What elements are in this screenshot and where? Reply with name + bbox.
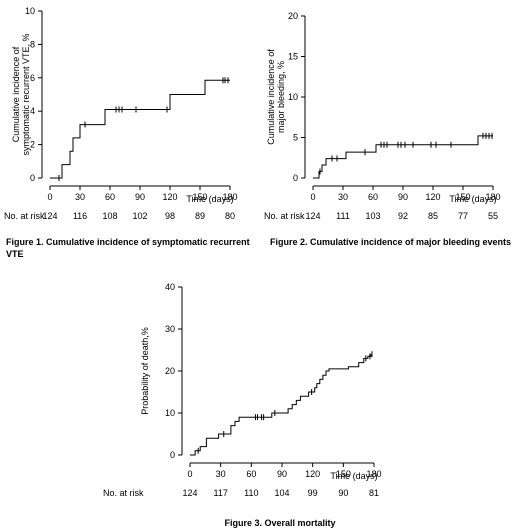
figure-1-at-risk-label: No. at risk: [4, 211, 45, 221]
figure-2-x-tick-label: 180: [485, 192, 500, 202]
figure-1-caption: Figure 1. Cumulative incidence of sympto…: [6, 237, 250, 259]
figure-2-survival-step-line: [313, 135, 493, 179]
figure-1-y-axis-label: symptomatic recurrent VTE, %: [21, 33, 31, 155]
figure-3-x-tick-label: 150: [336, 469, 351, 479]
figure-1-chart: 0 2 4 6 8 10 0 124 30 116 60 108 90 102 120 98 150 89 180 8…: [4, 6, 238, 221]
figure-1-y-axis-label: Cumulative incidence of: [11, 46, 21, 142]
figure-2-x-tick-label: 60: [368, 192, 378, 202]
figure-3-at-risk-value: 104: [274, 488, 289, 498]
figure-3-x-tick-label: 30: [216, 469, 226, 479]
figure-3-y-tick-label: 0: [170, 450, 175, 460]
figure-3-y-tick-label: 20: [165, 366, 175, 376]
figure-1-at-risk-value: 102: [132, 211, 147, 221]
figure-3-x-tick-label: 120: [305, 469, 320, 479]
figure-1-x-tick-label: 90: [135, 192, 145, 202]
figure-3-chart: 0 10 20 30 40 0 124 30 117 60 110 90 104 120 99 150 90 18…: [103, 282, 382, 498]
figure-2-at-risk-value: 103: [365, 211, 380, 221]
figure-3-at-risk-value: 117: [213, 488, 227, 498]
figure-1-x-tick-label: 150: [192, 192, 207, 202]
figure-1-at-risk-value: 89: [195, 211, 205, 221]
figure-3-x-tick-label: 60: [246, 469, 256, 479]
figure-3-y-tick-label: 40: [165, 282, 175, 292]
figure-2-x-tick-label: 90: [398, 192, 408, 202]
figure-3-x-tick-label: 180: [366, 469, 381, 479]
figure-1-at-risk-value: 124: [42, 211, 57, 221]
figure-1-x-tick-label: 120: [162, 192, 177, 202]
figure-1-x-tick-label: 60: [105, 192, 115, 202]
figure-2-y-tick-label: 15: [288, 52, 298, 62]
figure-3-y-tick-label: 10: [165, 408, 175, 418]
figure-1-x-tick-label: 0: [47, 192, 52, 202]
figure-1-y-tick-label: 4: [30, 106, 35, 116]
figure-2-y-axis-label: Cumulative incidence of: [266, 49, 276, 145]
figure-2-x-tick-label: 150: [455, 192, 470, 202]
figure-3-x-axis-label: Time (days): [330, 471, 377, 481]
figure-1-y-tick-label: 8: [30, 39, 35, 49]
figure-3-at-risk-label: No. at risk: [103, 488, 144, 498]
figure-2-y-tick-label: 20: [288, 11, 298, 21]
figure-1-y-tick-label: 2: [30, 140, 35, 150]
figure-2-x-tick-label: 120: [425, 192, 440, 202]
figure-2-at-risk-value: 55: [488, 211, 498, 221]
figure-2-at-risk-value: 124: [305, 211, 320, 221]
figure-2-chart: 0 5 10 15 20 0 124 30 111 60 103 90 92 120 85 150 77 180 5…: [264, 11, 501, 221]
figure-3-at-risk-value: 81: [369, 488, 379, 498]
figure-1-x-tick-label: 180: [222, 192, 237, 202]
figure-2-y-tick-label: 5: [293, 133, 298, 143]
figure-2-at-risk-label: No. at risk: [264, 211, 305, 221]
figure-1-at-risk-value: 80: [225, 211, 235, 221]
figure-2-y-tick-label: 0: [293, 173, 298, 183]
figure-2-y-axis-label: major bleeding, %: [276, 61, 286, 133]
figure-2-x-tick-label: 0: [310, 192, 315, 202]
figure-1-x-tick-label: 30: [75, 192, 85, 202]
figure-3-at-risk-value: 90: [338, 488, 348, 498]
figure-2-x-tick-label: 30: [338, 192, 348, 202]
figure-3-x-tick-label: 90: [277, 469, 287, 479]
figure-3-at-risk-value: 124: [182, 488, 197, 498]
figure-2-at-risk-value: 111: [336, 211, 350, 221]
figure-3-caption: Figure 3. Overall mortality: [224, 518, 336, 528]
figure-1-y-tick-label: 6: [30, 73, 35, 83]
figure-3-at-risk-value: 99: [308, 488, 318, 498]
figure-3-survival-step-line: [190, 354, 372, 456]
figure-3-x-tick-label: 0: [187, 469, 192, 479]
figure-1-survival-step-line: [50, 79, 230, 179]
figure-1-at-risk-value: 108: [102, 211, 117, 221]
figure-3-y-axis-label: Probability of death,%: [140, 327, 150, 415]
figure-1-y-tick-label: 0: [30, 173, 35, 183]
figure-2-x-axis-label: Time (days): [449, 194, 496, 204]
figure-2-caption: Figure 2. Cumulative incidence of major …: [270, 237, 512, 247]
figure-2-y-tick-label: 10: [288, 92, 298, 102]
figure-2-at-risk-value: 92: [398, 211, 408, 221]
figure-2-at-risk-value: 77: [458, 211, 468, 221]
figure-2-at-risk-value: 85: [428, 211, 438, 221]
figure-1-y-tick-label: 10: [25, 6, 35, 16]
figure-1-x-axis-label: Time (days): [186, 194, 233, 204]
figure-3-y-tick-label: 30: [165, 324, 175, 334]
figure-1-at-risk-value: 116: [73, 211, 87, 221]
figure-1-at-risk-value: 98: [165, 211, 175, 221]
figure-3-at-risk-value: 110: [244, 488, 258, 498]
